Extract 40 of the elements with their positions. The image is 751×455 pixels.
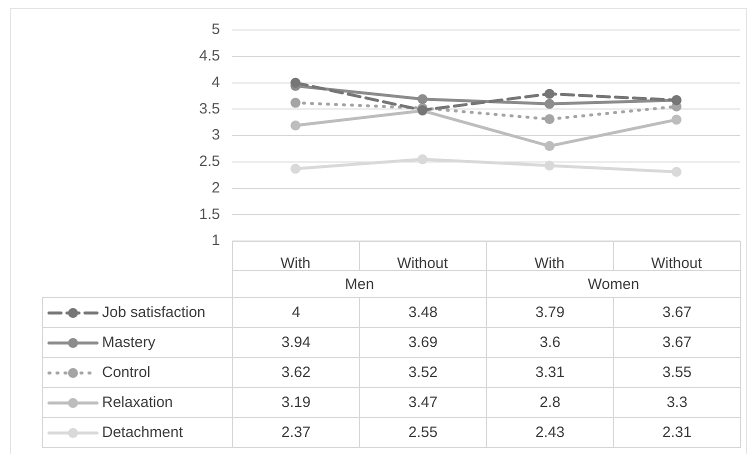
data-label: 3.62 (232, 357, 360, 388)
data-label: 4 (232, 297, 360, 328)
data-label: 3.79 (486, 297, 614, 328)
y-tick-label: 4.5 (199, 48, 220, 65)
data-label: 3.67 (613, 297, 741, 328)
x-tick-label: With (280, 255, 310, 272)
data-label: 3.31 (486, 357, 614, 388)
data-label: 2.8 (486, 387, 614, 418)
legend-label: Control (102, 364, 150, 381)
data-label: 2.37 (232, 417, 360, 448)
data-label: 3.6 (486, 327, 614, 358)
x-tick-label: Without (651, 255, 703, 272)
data-label: 3.69 (359, 327, 487, 358)
y-tick-label: 4 (212, 74, 220, 91)
data-label: 2.55 (359, 417, 487, 448)
legend-label: Relaxation (102, 394, 173, 411)
data-label: 3.55 (613, 357, 741, 388)
y-tick-label: 1 (212, 232, 220, 250)
x-tick-label: Without (397, 255, 449, 272)
data-label: 3.52 (359, 357, 487, 388)
data-label: 3.94 (232, 327, 360, 358)
y-tick-label: 5 (212, 21, 220, 38)
text: Women (588, 276, 640, 292)
y-tick-label: 3.5 (199, 100, 220, 118)
data-label: 3.3 (613, 387, 741, 418)
legend-label: Detachment (102, 424, 183, 441)
x-tick-label: With (534, 255, 564, 272)
y-tick-label: 2.5 (199, 153, 220, 170)
data-label: 3.48 (359, 297, 487, 328)
data-label: 3.67 (613, 327, 741, 358)
y-tick-label: 3 (212, 126, 220, 144)
data-label: 2.43 (486, 417, 614, 448)
text: Men (344, 276, 374, 292)
legend-label: Mastery (102, 334, 156, 351)
data-label: 3.19 (232, 387, 360, 418)
data-label: 3.47 (359, 387, 487, 418)
legend-label: Job satisfaction (102, 304, 206, 321)
y-tick-label: 1.5 (199, 206, 220, 223)
data-label: 2.31 (613, 417, 741, 448)
y-tick-label: 2 (212, 179, 220, 196)
